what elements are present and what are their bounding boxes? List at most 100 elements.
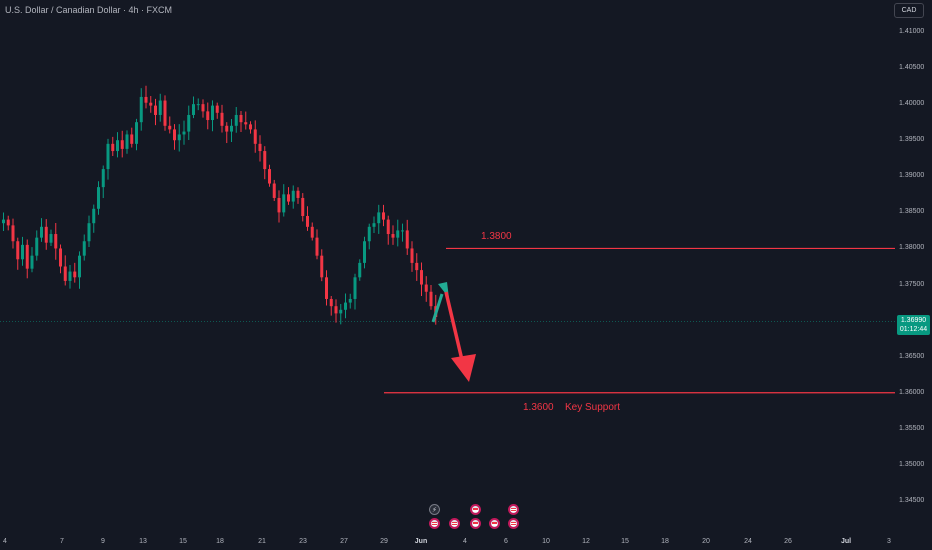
candle-body — [220, 112, 224, 126]
candle-body — [268, 169, 271, 184]
price-axis-label: 1.36000 — [899, 388, 925, 396]
lightning-icon[interactable]: ⚡ — [429, 504, 440, 515]
price-axis-label: 1.40500 — [899, 64, 925, 72]
flag-us-icon[interactable] — [449, 518, 460, 529]
candle-body — [429, 291, 433, 307]
chart-canvas[interactable]: U.S. Dollar / Canadian Dollar · 4h · FXC… — [0, 0, 895, 530]
flag-us-icon[interactable] — [429, 518, 440, 529]
resistance-level-label: 1.3800 — [481, 231, 512, 242]
candle-body — [196, 104, 200, 106]
price-axis-label: 1.38000 — [899, 244, 925, 252]
candle-body — [396, 230, 400, 238]
candle-body — [382, 212, 385, 220]
down-arrow-shaft — [444, 291, 464, 361]
candle-body — [68, 271, 72, 281]
candle-body — [63, 266, 67, 281]
candle-body — [16, 241, 20, 260]
candle-body — [348, 298, 352, 303]
bar-countdown: 01:12:44 — [899, 326, 928, 333]
candle-body — [120, 140, 124, 149]
candle-body — [92, 208, 96, 224]
candle-body — [192, 104, 195, 115]
candle-body — [49, 234, 53, 243]
candle-body — [111, 143, 115, 152]
candle-body — [420, 270, 423, 285]
candle-body — [272, 183, 276, 198]
price-axis-label: 1.41000 — [899, 28, 925, 35]
time-axis-label: 29 — [380, 538, 388, 545]
candle-body — [82, 241, 86, 256]
candle-body — [296, 190, 300, 198]
candle-body — [410, 248, 414, 263]
currency-selector-button[interactable]: CAD — [894, 3, 924, 18]
time-axis-label: 24 — [744, 538, 752, 545]
candle-body — [215, 105, 219, 113]
candle-body — [206, 111, 210, 121]
candle-body — [325, 277, 328, 299]
candle-body — [116, 140, 119, 152]
flag-ca-icon[interactable] — [470, 518, 481, 529]
price-axis-label: 1.40000 — [899, 100, 925, 108]
time-axis-label: 18 — [216, 538, 224, 545]
candle-body — [201, 104, 205, 112]
candle-body — [144, 96, 148, 103]
candle-body — [168, 125, 172, 130]
time-axis-label: 3 — [887, 538, 891, 545]
candle-body — [163, 100, 167, 126]
candle-body — [35, 237, 39, 256]
candle-body — [306, 215, 309, 227]
candle-body — [282, 194, 286, 213]
candle-body — [139, 96, 143, 123]
flag-ca-icon[interactable] — [470, 504, 481, 515]
time-axis-label: 13 — [139, 538, 147, 545]
flag-ca-icon[interactable] — [489, 518, 500, 529]
candle-body — [353, 277, 357, 299]
candle-body — [358, 262, 362, 278]
candle-body — [130, 134, 134, 144]
price-scale[interactable]: 1.41000 1.40500 1.40000 1.39500 1.39000 1.385… — [895, 0, 932, 530]
candle-body — [97, 187, 100, 209]
flag-us-icon[interactable] — [508, 504, 519, 515]
current-price-value: 1.36990 — [900, 317, 927, 324]
candle-body — [101, 169, 105, 188]
price-axis-label: 1.39500 — [899, 136, 925, 144]
symbol-title[interactable]: U.S. Dollar / Canadian Dollar · 4h · FXC… — [5, 5, 173, 15]
candle-body — [21, 244, 24, 260]
candle-body — [40, 226, 43, 238]
candle-body — [277, 197, 281, 213]
candle-body — [177, 134, 181, 141]
candle-body — [310, 226, 314, 238]
candle-body — [415, 262, 419, 271]
candle-body — [154, 105, 157, 115]
candle-body — [253, 129, 257, 144]
candle-body — [2, 219, 5, 224]
price-axis-label: 1.34500 — [899, 497, 925, 504]
time-axis[interactable]: 4 7 9 13 15 18 21 23 27 29 Jun 4 6 10 12 15 18 20 24 26 Jul 3 — [0, 530, 895, 550]
time-axis-label: 4 — [3, 538, 7, 545]
candle-body — [182, 131, 186, 135]
candle-body — [6, 219, 10, 226]
candle-body — [230, 125, 233, 132]
candle-body — [386, 219, 390, 235]
time-axis-label: 26 — [784, 538, 792, 545]
candle-body — [301, 197, 305, 216]
candle-body — [315, 237, 319, 256]
candle-body — [405, 230, 409, 249]
time-axis-label: 15 — [179, 538, 187, 545]
candle-body — [149, 102, 153, 106]
support-level-label: 1.3600 — [523, 402, 554, 413]
candle-body — [363, 241, 366, 263]
candle-body — [225, 125, 229, 132]
time-axis-label: 27 — [340, 538, 348, 545]
candle-body — [173, 129, 176, 141]
chart-svg[interactable] — [0, 0, 895, 530]
candle-body — [263, 151, 267, 170]
candle-body — [377, 212, 381, 224]
flag-us-icon[interactable] — [508, 518, 519, 529]
time-axis-label: Jul — [840, 538, 852, 545]
price-axis-label: 1.38500 — [899, 208, 925, 216]
time-axis-label: 21 — [258, 538, 266, 545]
candle-body — [234, 114, 238, 126]
time-axis-label: Jun — [414, 538, 428, 545]
candle-body — [291, 190, 295, 202]
